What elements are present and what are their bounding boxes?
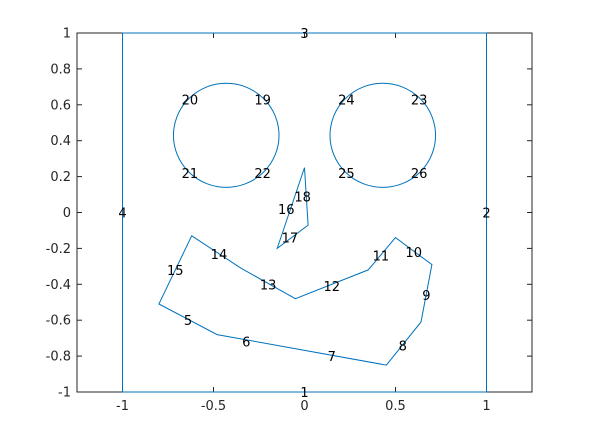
- edge-label: 23: [411, 93, 428, 108]
- edge-label: 19: [254, 93, 271, 108]
- edge-label: 22: [254, 167, 271, 182]
- edge-label: 17: [282, 232, 299, 247]
- edge-label: 4: [118, 207, 126, 222]
- plot-shapes: [122, 32, 487, 393]
- edge-label: 10: [405, 246, 422, 261]
- y-tick-label: -1: [58, 386, 71, 401]
- geometry-circle: [172, 82, 280, 188]
- edge-label: 13: [260, 278, 277, 293]
- y-tick-label: 0.4: [50, 134, 71, 149]
- y-tick-label: -0.8: [46, 350, 71, 365]
- axes: -1 -0.5 0 0.5 1 -1 -0.8 -0.6 -0.4 -0.2 0 0.2 0.4 0.6 0…: [46, 27, 533, 414]
- geometry-polygon: [276, 167, 309, 250]
- y-tick-label: -0.6: [46, 314, 71, 329]
- x-tick-label: -0.5: [201, 399, 226, 414]
- edge-label: 26: [411, 167, 428, 182]
- axes-box: [76, 32, 533, 393]
- edge-label: 8: [399, 339, 407, 354]
- y-tick-label: 0.2: [50, 170, 71, 185]
- edge-label: 6: [242, 336, 250, 351]
- edge-label: 15: [167, 264, 184, 279]
- edge-label: 24: [338, 93, 355, 108]
- geometry-polygon: [122, 32, 487, 393]
- geometry-circle: [329, 82, 437, 188]
- y-tick-label: 1: [63, 27, 71, 42]
- edge-label: 7: [328, 350, 336, 365]
- edge-label: 25: [338, 167, 355, 182]
- edge-label: 20: [182, 93, 199, 108]
- y-tick-label: 0.6: [50, 98, 71, 113]
- y-tick-label: 0.8: [50, 62, 71, 77]
- edge-label: 11: [373, 250, 390, 265]
- edge-label: 9: [422, 289, 430, 304]
- geometry-polygon: [158, 235, 433, 366]
- edge-label: 3: [300, 27, 308, 42]
- edge-label: 5: [184, 314, 192, 329]
- x-tick-label: -1: [116, 399, 129, 414]
- y-tick-label: -0.4: [46, 278, 71, 293]
- y-tick-label: -0.2: [46, 242, 71, 257]
- edge-label: 14: [211, 248, 228, 263]
- edge-label: 18: [294, 190, 311, 205]
- y-tick-label: 0: [63, 206, 71, 221]
- x-tick-label: 0.5: [385, 399, 406, 414]
- edge-label: 16: [278, 203, 295, 218]
- edge-label: 21: [182, 167, 199, 182]
- edge-label: 12: [324, 280, 341, 295]
- x-tick-label: 0: [300, 399, 308, 414]
- edge-label: 2: [482, 207, 490, 222]
- edge-label: 1: [300, 386, 308, 401]
- x-tick-label: 1: [482, 399, 490, 414]
